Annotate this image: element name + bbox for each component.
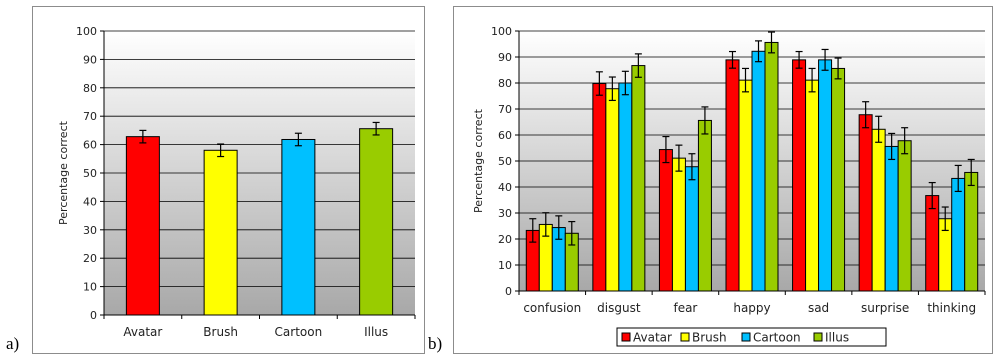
y-axis-label: Percentage correct — [472, 108, 485, 213]
legend-label: Illus — [825, 331, 849, 345]
bar-avatar — [658, 149, 673, 292]
x-tick-label: confusion — [523, 301, 581, 315]
x-tick-label: happy — [733, 301, 770, 315]
y-tick-label: 50 — [498, 155, 512, 168]
legend-label: Brush — [692, 331, 727, 345]
x-tick-label: Illus — [364, 325, 388, 339]
bar — [203, 149, 238, 316]
bar-illus — [631, 65, 646, 292]
y-tick-label: 40 — [498, 181, 512, 194]
y-tick-label: 80 — [83, 82, 97, 95]
bar — [125, 136, 160, 316]
bar — [281, 138, 316, 316]
y-tick-label: 0 — [505, 285, 512, 298]
legend-swatch-avatar — [621, 332, 631, 342]
x-tick-label: Cartoon — [275, 325, 323, 339]
y-tick-label: 20 — [498, 233, 512, 246]
legend-swatch-cartoon — [741, 332, 751, 342]
y-tick-label: 60 — [498, 129, 512, 142]
legend-label: Avatar — [633, 331, 672, 345]
bar-brush — [738, 79, 753, 292]
x-tick-label: fear — [673, 301, 697, 315]
bar-illus — [831, 67, 846, 292]
y-tick-label: 40 — [83, 195, 97, 208]
panel-label-a: a) — [6, 334, 20, 353]
bar-brush — [805, 79, 820, 292]
x-tick-label: surprise — [861, 301, 909, 315]
panel-label-b: b) — [428, 334, 443, 353]
legend-swatch-brush — [680, 332, 690, 342]
y-axis-label: Percentage correct — [57, 120, 70, 225]
bar-avatar — [592, 83, 607, 292]
bar-illus — [764, 41, 779, 292]
x-tick-label: sad — [808, 301, 829, 315]
bar-cartoon — [618, 82, 633, 292]
bar-avatar — [725, 59, 740, 292]
bar-cartoon — [818, 59, 833, 292]
legend-swatch-illus — [813, 332, 823, 342]
y-tick-label: 10 — [498, 259, 512, 272]
y-tick-label: 10 — [83, 281, 97, 294]
x-tick-label: Brush — [203, 325, 238, 339]
x-tick-label: thinking — [927, 301, 976, 315]
bar-cartoon — [751, 50, 766, 292]
bar-brush — [605, 88, 620, 292]
x-tick-label: Avatar — [123, 325, 162, 339]
bar-cartoon — [951, 177, 966, 292]
y-tick-label: 80 — [498, 77, 512, 90]
bar-illus — [964, 171, 979, 292]
y-tick-label: 60 — [83, 139, 97, 152]
y-tick-label: 0 — [90, 309, 97, 322]
bar-cartoon — [684, 166, 699, 292]
legend-label: Cartoon — [753, 331, 801, 345]
bar-avatar — [858, 114, 873, 292]
bar-illus — [697, 119, 712, 292]
y-tick-label: 70 — [83, 110, 97, 123]
x-tick-label: disgust — [597, 301, 641, 315]
bar-brush — [871, 128, 886, 292]
y-tick-label: 100 — [491, 25, 512, 38]
y-tick-label: 100 — [76, 25, 97, 38]
y-tick-label: 30 — [498, 207, 512, 220]
y-tick-label: 90 — [498, 51, 512, 64]
bar-avatar — [792, 59, 807, 292]
bar-brush — [671, 157, 686, 292]
y-tick-label: 90 — [83, 53, 97, 66]
bar-illus — [897, 140, 912, 292]
y-tick-label: 30 — [83, 224, 97, 237]
bar-avatar — [925, 195, 940, 292]
bar-cartoon — [884, 145, 899, 292]
y-tick-label: 20 — [83, 252, 97, 265]
y-tick-label: 70 — [498, 103, 512, 116]
y-tick-label: 50 — [83, 167, 97, 180]
